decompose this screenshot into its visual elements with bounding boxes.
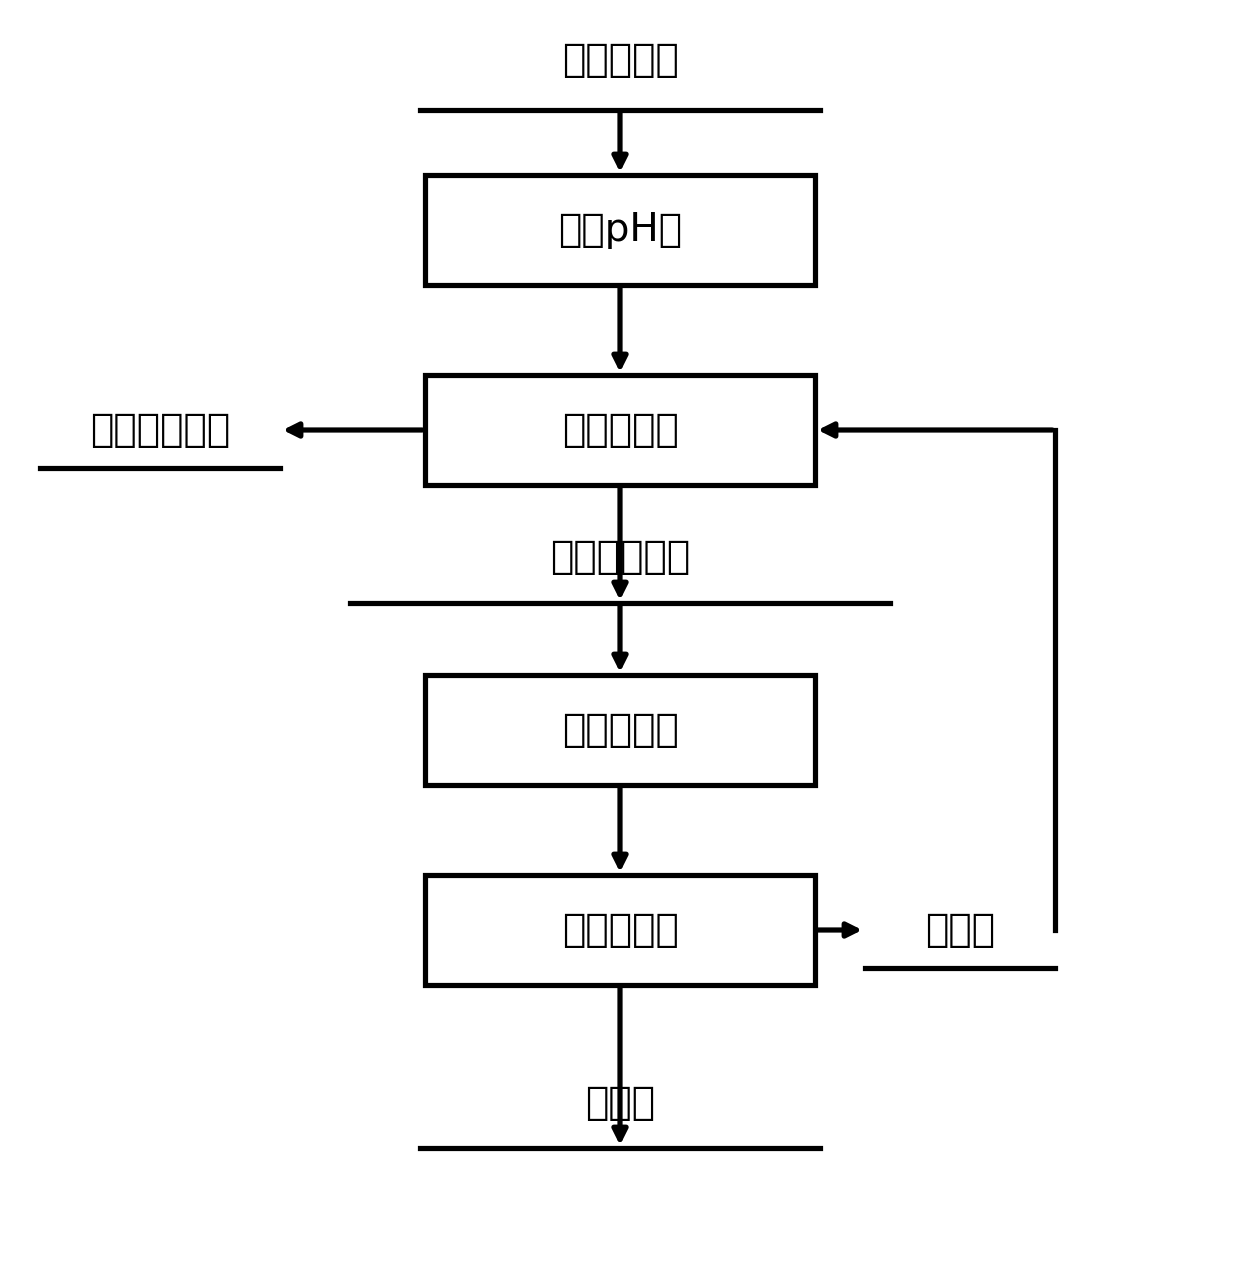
Text: 负载镍有机相: 负载镍有机相 (549, 538, 691, 576)
Bar (425, 875, 815, 985)
Text: 硫酸盐萃余液: 硫酸盐萃余液 (89, 411, 231, 449)
Text: 有机相洗涤: 有机相洗涤 (562, 711, 678, 749)
Text: 调整pH值: 调整pH值 (558, 210, 682, 249)
Bar (425, 174, 815, 285)
Text: 有机相: 有机相 (925, 911, 994, 949)
Text: 萃钴后溶液: 萃钴后溶液 (562, 41, 678, 80)
Bar (425, 375, 815, 485)
Text: 硫酸镍: 硫酸镍 (585, 1084, 655, 1123)
Text: 萃取分离镍: 萃取分离镍 (562, 411, 678, 449)
Text: 有机相反萃: 有机相反萃 (562, 911, 678, 949)
Bar (425, 675, 815, 785)
